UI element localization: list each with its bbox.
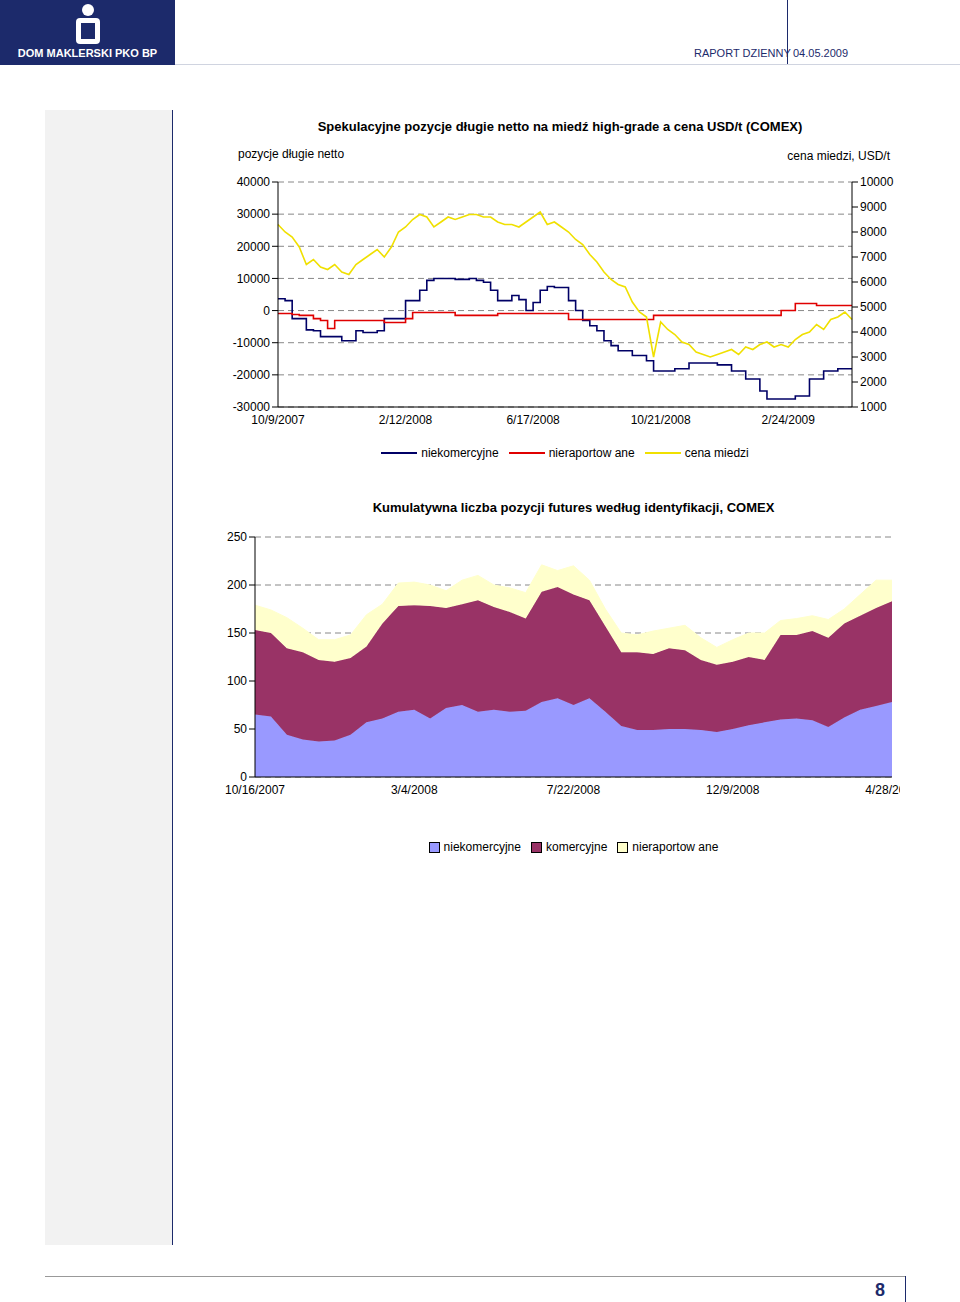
svg-text:-10000: -10000 [233,336,271,350]
svg-text:250: 250 [227,530,247,544]
html-text:niekomercyjne: niekomercyjne [443,840,521,854]
svg-text:10000: 10000 [860,175,894,189]
html-text:nieraportow ane: nieraportow ane [548,446,635,460]
svg-text:-20000: -20000 [233,368,271,382]
html-text:RAPORT DZIENNY 04.05.2009: RAPORT DZIENNY 04.05.2009 [694,47,849,59]
svg-text:40000: 40000 [237,175,271,189]
svg-text:10000: 10000 [237,272,271,286]
html-text:8: 8 [875,1280,885,1300]
html-text:niekomercyjne: niekomercyjne [421,446,499,460]
svg-text:7/22/2008: 7/22/2008 [547,783,601,797]
svg-text:150: 150 [227,626,247,640]
svg-text:-30000: -30000 [233,400,271,414]
svg-text:8000: 8000 [860,225,887,239]
svg-text:2/24/2009: 2/24/2009 [762,413,816,427]
svg-text:0: 0 [263,304,270,318]
html-text:Spekulacyjne pozycje długie ne: Spekulacyjne pozycje długie netto na mie… [317,119,803,134]
svg-text:4/28/2009: 4/28/2009 [865,783,900,797]
svg-text:50: 50 [234,722,248,736]
svg-text:200: 200 [227,578,247,592]
svg-text:2/12/2008: 2/12/2008 [379,413,433,427]
svg-text:2000: 2000 [860,375,887,389]
svg-text:6/17/2008: 6/17/2008 [506,413,560,427]
svg-text:10/21/2008: 10/21/2008 [631,413,691,427]
html-text:nieraportow ane: nieraportow ane [632,840,719,854]
html-text:komercyjne: komercyjne [546,840,608,854]
svg-text:1000: 1000 [860,400,887,414]
html-text:cena miedzi, USD/t: cena miedzi, USD/t [787,149,890,163]
html-text:pozycje długie netto: pozycje długie netto [238,147,345,161]
svg-text:4000: 4000 [860,325,887,339]
html-text:cena miedzi: cena miedzi [684,446,749,460]
svg-text:20000: 20000 [237,240,271,254]
svg-text:3/4/2008: 3/4/2008 [391,783,438,797]
svg-text:100: 100 [227,674,247,688]
svg-text:12/9/2008: 12/9/2008 [706,783,760,797]
svg-text:10/9/2007: 10/9/2007 [251,413,305,427]
svg-text:10/16/2007: 10/16/2007 [225,783,285,797]
svg-text:5000: 5000 [860,300,887,314]
svg-text:6000: 6000 [860,275,887,289]
html-text:DOM MAKLERSKI PKO BP: DOM MAKLERSKI PKO BP [17,47,158,59]
svg-text:30000: 30000 [237,207,271,221]
svg-text:3000: 3000 [860,350,887,364]
svg-text:9000: 9000 [860,200,887,214]
html-text:Kumulatywna liczba pozycji fut: Kumulatywna liczba pozycji futures wedłu… [372,500,775,515]
svg-text:0: 0 [240,770,247,784]
svg-text:7000: 7000 [860,250,887,264]
